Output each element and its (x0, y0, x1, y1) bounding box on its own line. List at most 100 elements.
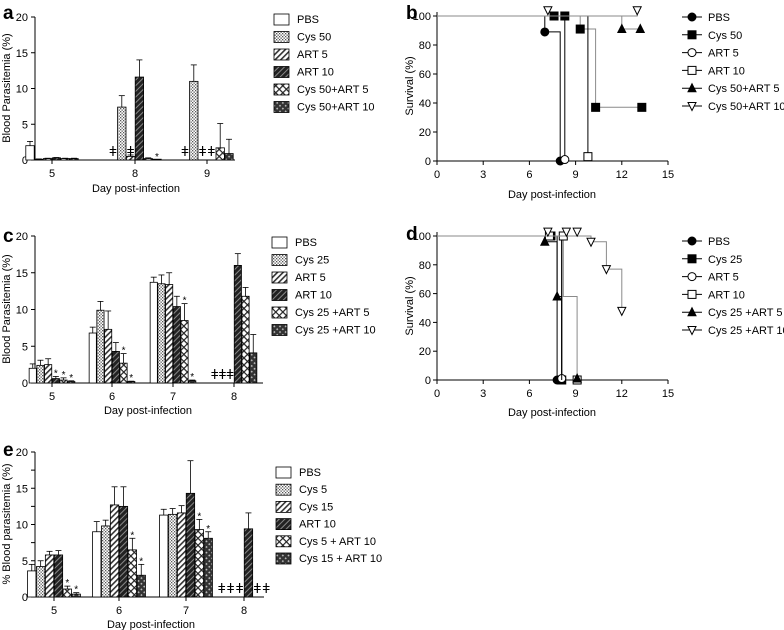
legend-marker (687, 30, 697, 40)
bar-art-10 (185, 492, 196, 598)
series-cys-25 (437, 231, 567, 385)
y-tick-label: 60 (419, 289, 431, 301)
bar-cys-25 (36, 364, 45, 384)
panel-d: d 0 20 40 60 80 100 0 3 6 9 12 15 PBS Cys 25 ART 5 ART 1… (404, 224, 784, 419)
y-tick-label: 15 (16, 268, 28, 280)
legend-marker (687, 306, 697, 317)
survival-point (632, 6, 643, 16)
survival-point (572, 227, 582, 238)
survival-point (560, 155, 570, 165)
legend-swatch (273, 66, 290, 78)
legend-label: Cys 5 (299, 484, 327, 496)
survival-point (552, 290, 562, 301)
x-axis-title: Day post-infection (508, 407, 596, 419)
x-tick-label: 9 (573, 169, 579, 181)
series-cys-25-art-5 (437, 235, 582, 383)
y-tick-label: 100 (413, 231, 431, 243)
bar-art-10 (172, 306, 181, 384)
bar-cys-50-art-5 (143, 158, 153, 161)
bar-cys-50-art-5 (215, 147, 225, 161)
survival-point (583, 152, 593, 162)
y-tick-label: 20 (419, 127, 431, 139)
legend-swatch (273, 83, 290, 96)
series-pbs (437, 15, 565, 166)
legend-swatch (273, 13, 290, 26)
legend-label: Cys 50 (297, 32, 331, 44)
x-tick-label: 3 (480, 388, 486, 400)
legend-marker (687, 326, 697, 336)
y-tick-label: 5 (22, 119, 28, 131)
x-tick-label: 3 (480, 169, 486, 181)
significance-marker: * (155, 152, 159, 163)
x-tick-label: 5 (49, 391, 55, 403)
bar-art-10 (118, 505, 129, 598)
panel-letter: a (3, 3, 14, 24)
bar-cys-50-art-10 (152, 158, 162, 161)
series-cys-25-art-10 (437, 227, 627, 317)
x-axis-title: Day post-infection (508, 189, 596, 201)
legend-swatch (271, 271, 288, 284)
x-tick-label: 15 (662, 388, 674, 400)
legend-label: PBS (299, 467, 321, 479)
legend-swatch (273, 48, 290, 61)
legend-label: Cys 50 (708, 30, 742, 42)
significance-marker: * (69, 373, 73, 384)
survival-point (635, 23, 646, 34)
survival-point (601, 265, 612, 275)
legend-label: ART 5 (708, 48, 739, 60)
x-tick-label: 5 (49, 168, 55, 180)
legend-label: Cys 25 +ART 10 (708, 325, 784, 337)
significance-marker: * (122, 346, 126, 357)
death-marker: ǂ (227, 580, 235, 596)
survival-point (575, 24, 585, 34)
bar-cys-5 (168, 513, 178, 598)
significance-marker: * (206, 524, 210, 535)
legend-swatch (271, 236, 288, 249)
y-tick-label: 0 (22, 592, 28, 604)
y-tick-label: 15 (16, 48, 28, 60)
legend-marker (687, 65, 697, 75)
significance-marker: * (130, 530, 134, 541)
bar-art-10 (111, 350, 120, 384)
x-tick-label: 8 (241, 605, 247, 617)
bar-cys-50-art-10 (69, 158, 79, 161)
death-marker: ǂ (207, 143, 215, 159)
legend-marker (687, 48, 697, 58)
legend-swatch (271, 289, 288, 301)
y-tick-label: 5 (22, 341, 28, 353)
bar-cys-25-art-5 (119, 362, 128, 384)
legend-marker (687, 102, 697, 112)
y-tick-label: 20 (419, 346, 431, 358)
legend-label: Cys 25 (295, 255, 329, 267)
bar-art-5 (43, 158, 53, 161)
x-tick-label: 6 (526, 388, 532, 400)
legend-swatch (273, 31, 290, 43)
y-axis-title: Blood Parasitemia (%) (1, 33, 13, 142)
x-tick-label: 0 (434, 169, 440, 181)
death-marker: ǂ (109, 143, 117, 159)
legend-label: ART 10 (295, 290, 332, 302)
legend-label: Cys 15 (299, 501, 333, 513)
bar-art-10 (134, 76, 144, 161)
death-marker: ǂ (211, 366, 219, 382)
y-tick-label: 40 (419, 317, 431, 329)
legend-label: Cys 15 + ART 10 (299, 553, 382, 565)
bar-pbs (159, 514, 169, 598)
panel-b: b 0 20 40 60 80 100 0 3 6 9 12 15 PBS Cys 50 ART 5 ART 1… (404, 3, 784, 201)
death-marker: ǂ (218, 580, 226, 596)
y-tick-label: 0 (22, 378, 28, 390)
bar-cys-25-art-5 (241, 295, 250, 384)
bar-cys-15 (176, 512, 187, 598)
series-cys-50-art-5 (437, 15, 646, 34)
death-marker: ǂ (253, 580, 261, 596)
y-tick-label: 20 (16, 12, 28, 24)
bar-cys-15 (109, 504, 120, 598)
x-tick-label: 12 (616, 388, 628, 400)
legend-label: Cys 5 + ART 10 (299, 536, 376, 548)
legend-label: ART 5 (295, 272, 326, 284)
legend-label: ART 10 (708, 289, 745, 301)
bar-pbs (149, 281, 158, 384)
y-tick-label: 10 (16, 305, 28, 317)
